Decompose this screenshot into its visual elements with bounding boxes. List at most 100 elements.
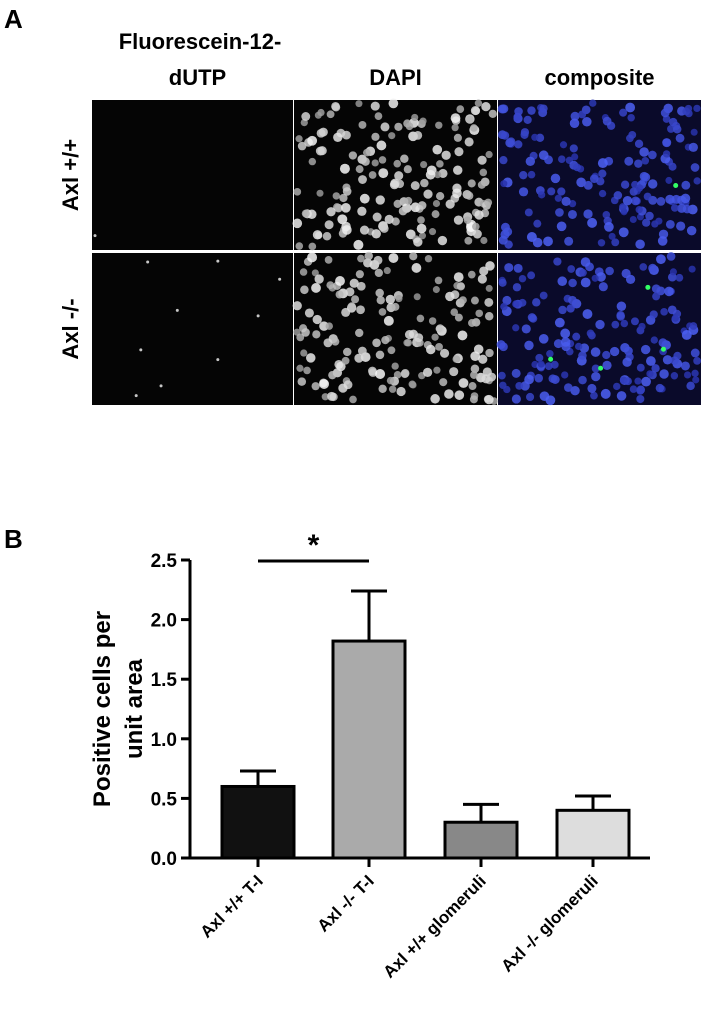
nucleus (146, 260, 150, 264)
y-axis-label: unit area (121, 658, 148, 759)
nucleus (337, 214, 348, 225)
nucleus (457, 330, 468, 341)
nucleus (354, 353, 364, 363)
nucleus (602, 360, 612, 371)
y-tick-label: 2.5 (151, 551, 178, 572)
nucleus (311, 269, 319, 277)
nucleus (437, 235, 448, 246)
nucleus (436, 160, 444, 168)
nucleus (470, 296, 479, 305)
nucleus (527, 271, 536, 280)
nucleus (435, 191, 445, 201)
nucleus (624, 156, 634, 166)
nucleus (550, 360, 559, 369)
nucleus (343, 347, 352, 357)
nucleus (580, 277, 591, 288)
nucleus (611, 238, 620, 247)
nucleus (487, 372, 497, 382)
nucleus (534, 373, 543, 383)
nucleus (521, 324, 531, 334)
nucleus (357, 206, 367, 216)
nucleus (557, 276, 568, 286)
nucleus (326, 110, 335, 119)
nucleus (636, 394, 645, 404)
nucleus (630, 317, 639, 326)
nucleus (666, 252, 676, 261)
nucleus (582, 309, 593, 319)
nucleus (689, 322, 698, 330)
nucleus (349, 278, 359, 288)
nucleus (605, 266, 614, 276)
nucleus (353, 239, 364, 250)
nucleus (425, 169, 436, 180)
nucleus (688, 142, 698, 152)
nucleus (331, 101, 340, 111)
nucleus (371, 229, 381, 239)
nucleus (693, 104, 701, 113)
y-axis-label: Positive cells per (89, 611, 116, 807)
nucleus (598, 169, 607, 178)
nucleus (646, 356, 656, 366)
micrograph (292, 251, 498, 405)
nucleus (458, 378, 469, 388)
nucleus (342, 225, 352, 235)
nucleus (619, 203, 627, 211)
nucleus (667, 305, 677, 315)
nucleus (417, 201, 427, 210)
nucleus (380, 122, 390, 132)
nucleus (545, 395, 556, 406)
nucleus (378, 384, 387, 393)
nucleus (345, 287, 355, 297)
nucleus (681, 180, 691, 190)
nucleus (481, 101, 491, 112)
nucleus (640, 344, 651, 355)
nucleus (591, 364, 600, 373)
nucleus (569, 118, 580, 129)
bar (443, 820, 519, 860)
nucleus (307, 252, 318, 263)
y-tick-label: 1.5 (151, 670, 178, 691)
nucleus (620, 319, 629, 328)
nucleus (639, 263, 648, 271)
nucleus (639, 171, 649, 181)
nucleus (560, 328, 571, 339)
nucleus (374, 112, 383, 121)
nucleus (636, 386, 645, 395)
nucleus (301, 209, 310, 218)
nucleus (690, 128, 698, 136)
positive-cell (548, 356, 554, 362)
nucleus (500, 131, 510, 140)
nucleus (670, 356, 679, 365)
nucleus (439, 348, 450, 358)
nucleus (587, 217, 598, 228)
nucleus (688, 265, 696, 273)
nucleus (432, 199, 441, 208)
nucleus (431, 333, 439, 341)
nucleus (520, 381, 530, 391)
nucleus (550, 173, 561, 184)
nucleus (484, 394, 494, 405)
nucleus (625, 102, 636, 113)
nucleus (404, 338, 412, 347)
nucleus (357, 254, 365, 263)
nucleus (304, 308, 314, 318)
nucleus (511, 394, 521, 404)
nucleus (498, 278, 507, 287)
nucleus (311, 283, 321, 293)
nucleus (387, 346, 396, 355)
nucleus (574, 342, 583, 351)
significance-label: * (308, 529, 320, 562)
nucleus (467, 270, 476, 279)
nucleus (423, 189, 433, 199)
nucleus (312, 330, 321, 339)
nucleus (333, 132, 343, 142)
nucleus (362, 148, 371, 157)
nucleus (464, 236, 473, 245)
nucleus (686, 225, 697, 236)
nucleus (93, 234, 97, 238)
nucleus (691, 369, 699, 378)
nucleus (312, 314, 322, 325)
nucleus (383, 315, 394, 326)
nucleus (456, 282, 465, 291)
